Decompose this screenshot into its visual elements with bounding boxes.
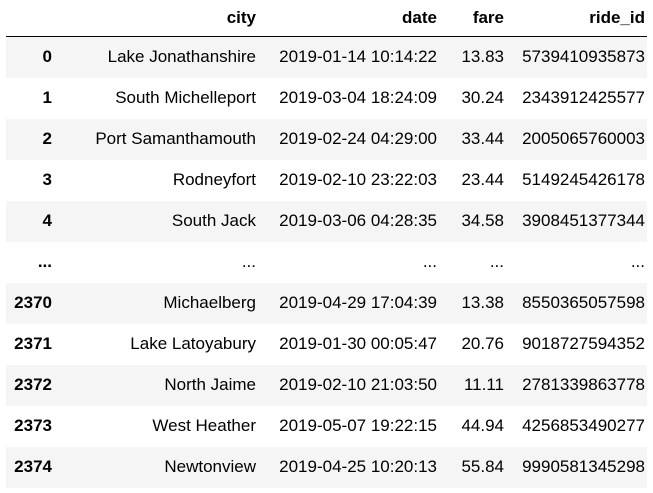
cell-city: Port Samanthamouth — [95, 129, 256, 148]
cell-ride-id: 4256853490277 — [522, 416, 645, 435]
cell-city: Michaelberg — [163, 293, 256, 312]
table-row: 2 Port Samanthamouth 2019-02-24 04:29:00… — [6, 118, 647, 160]
table-header: city date fare ride_id — [6, 0, 647, 37]
cell-city: Lake Latoyabury — [130, 334, 256, 353]
table-body: 0 Lake Jonathanshire 2019-01-14 10:14:22… — [6, 36, 647, 488]
ellipsis-row: ... ... ... ... ... — [6, 242, 647, 283]
cell-ride-id: 3908451377344 — [522, 211, 645, 230]
table-row: 2374 Newtonview 2019-04-25 10:20:13 55.8… — [6, 446, 647, 488]
row-index: 3 — [42, 170, 52, 189]
table-row: 2371 Lake Latoyabury 2019-01-30 00:05:47… — [6, 324, 647, 365]
cell-date: 2019-03-06 04:28:35 — [279, 211, 437, 230]
cell-fare: 34.58 — [461, 211, 504, 230]
cell-ride-id: 5739410935873 — [522, 47, 645, 67]
table-row: 0 Lake Jonathanshire 2019-01-14 10:14:22… — [6, 36, 647, 78]
row-index: 2371 — [14, 334, 52, 353]
cell-date: 2019-01-14 10:14:22 — [279, 47, 437, 67]
cell-fare: 20.76 — [461, 334, 504, 353]
cell-ride-id: 9018727594352 — [522, 334, 645, 353]
cell-fare: ... — [489, 252, 504, 271]
cell-date: ... — [422, 252, 437, 271]
cell-ride-id: 9990581345298 — [522, 457, 645, 476]
row-index: 2372 — [14, 375, 52, 394]
cell-ride-id: 2343912425577 — [522, 88, 645, 107]
cell-ride-id: 5149245426178 — [522, 170, 645, 189]
row-index: 2373 — [14, 416, 52, 435]
cell-city: West Heather — [152, 416, 256, 435]
column-header-ride-id: ride_id — [506, 0, 647, 37]
cell-fare: 33.44 — [461, 129, 504, 148]
cell-city: South Jack — [171, 211, 256, 230]
header-row: city date fare ride_id — [6, 0, 647, 37]
cell-date: 2019-04-29 17:04:39 — [279, 293, 437, 312]
row-index: 0 — [42, 47, 52, 67]
cell-city: Newtonview — [164, 457, 256, 476]
column-header-city: city — [62, 0, 258, 37]
cell-date: 2019-02-10 21:03:50 — [279, 375, 437, 394]
table-row: 2372 North Jaime 2019-02-10 21:03:50 11.… — [6, 364, 647, 406]
row-index: 1 — [42, 88, 52, 107]
cell-date: 2019-02-24 04:29:00 — [279, 129, 437, 148]
index-header — [6, 0, 62, 37]
cell-fare: 13.38 — [461, 293, 504, 312]
cell-date: 2019-02-10 23:22:03 — [279, 170, 437, 189]
table-row: 1 South Michelleport 2019-03-04 18:24:09… — [6, 78, 647, 119]
cell-city: ... — [241, 252, 256, 271]
table-row: 4 South Jack 2019-03-06 04:28:35 34.58 3… — [6, 200, 647, 242]
cell-city: Lake Jonathanshire — [107, 47, 256, 67]
cell-city: North Jaime — [164, 375, 256, 394]
row-index: 2370 — [14, 293, 52, 312]
row-index: 2374 — [14, 457, 52, 476]
cell-date: 2019-03-04 18:24:09 — [279, 88, 437, 107]
cell-fare: 23.44 — [461, 170, 504, 189]
row-index: 2 — [42, 129, 52, 148]
cell-date: 2019-04-25 10:20:13 — [279, 457, 437, 476]
cell-ride-id: 8550365057598 — [522, 293, 645, 312]
column-header-date: date — [258, 0, 439, 37]
cell-fare: 44.94 — [461, 416, 504, 435]
table-row: 3 Rodneyfort 2019-02-10 23:22:03 23.44 5… — [6, 160, 647, 201]
cell-city: South Michelleport — [115, 88, 256, 107]
cell-fare: 13.83 — [461, 47, 504, 67]
cell-ride-id: 2005065760003 — [522, 129, 645, 148]
cell-fare: 55.84 — [461, 457, 504, 476]
column-header-fare: fare — [439, 0, 506, 37]
cell-ride-id: 2781339863778 — [522, 375, 645, 394]
cell-date: 2019-01-30 00:05:47 — [279, 334, 437, 353]
cell-city: Rodneyfort — [172, 170, 256, 189]
cell-fare: 30.24 — [461, 88, 504, 107]
row-index: 4 — [42, 211, 52, 230]
row-index: ... — [37, 252, 52, 271]
table-row: 2370 Michaelberg 2019-04-29 17:04:39 13.… — [6, 282, 647, 324]
dataframe-table: city date fare ride_id 0 Lake Jonathansh… — [6, 0, 647, 488]
table-row: 2373 West Heather 2019-05-07 19:22:15 44… — [6, 406, 647, 447]
cell-fare: 11.11 — [463, 375, 504, 394]
cell-ride-id: ... — [630, 252, 645, 271]
cell-date: 2019-05-07 19:22:15 — [279, 416, 437, 435]
